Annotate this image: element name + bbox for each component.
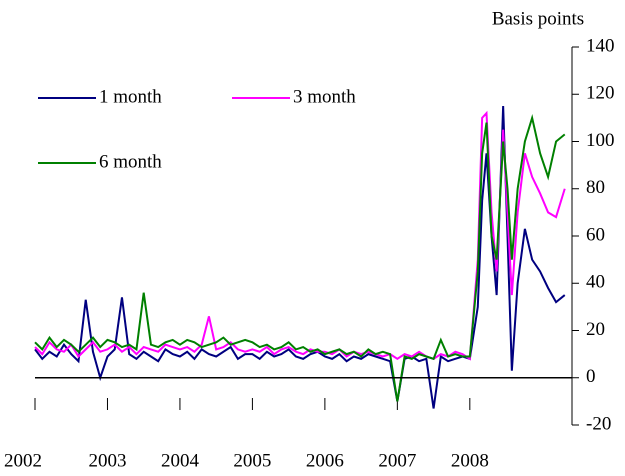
x-tick-label: 2007 bbox=[378, 450, 416, 471]
series-line bbox=[34, 113, 566, 402]
legend-label: 3 month bbox=[293, 86, 356, 107]
y-tick-label: 140 bbox=[586, 35, 615, 56]
y-tick-label: 0 bbox=[586, 366, 596, 387]
series-line bbox=[34, 110, 566, 361]
y-tick-label: -20 bbox=[586, 413, 611, 434]
y-tick-label: 40 bbox=[586, 272, 605, 293]
y-tick-label: 80 bbox=[586, 177, 605, 198]
series-line bbox=[34, 106, 566, 409]
x-tick-label: 2005 bbox=[233, 450, 271, 471]
x-tick-label: 2003 bbox=[88, 450, 126, 471]
legend-label: 6 month bbox=[99, 151, 162, 172]
legend-label: 1 month bbox=[99, 86, 162, 107]
y-tick-label: 120 bbox=[586, 83, 615, 104]
x-tick-label: 2004 bbox=[161, 450, 200, 471]
y-axis-label: Basis points bbox=[492, 8, 584, 29]
x-tick-label: 2006 bbox=[306, 450, 344, 471]
x-tick-label: 2008 bbox=[451, 450, 489, 471]
y-tick-label: 20 bbox=[586, 319, 605, 340]
x-tick-label: 2002 bbox=[4, 450, 42, 471]
y-tick-label: 60 bbox=[586, 224, 605, 245]
y-tick-label: 100 bbox=[586, 130, 615, 151]
